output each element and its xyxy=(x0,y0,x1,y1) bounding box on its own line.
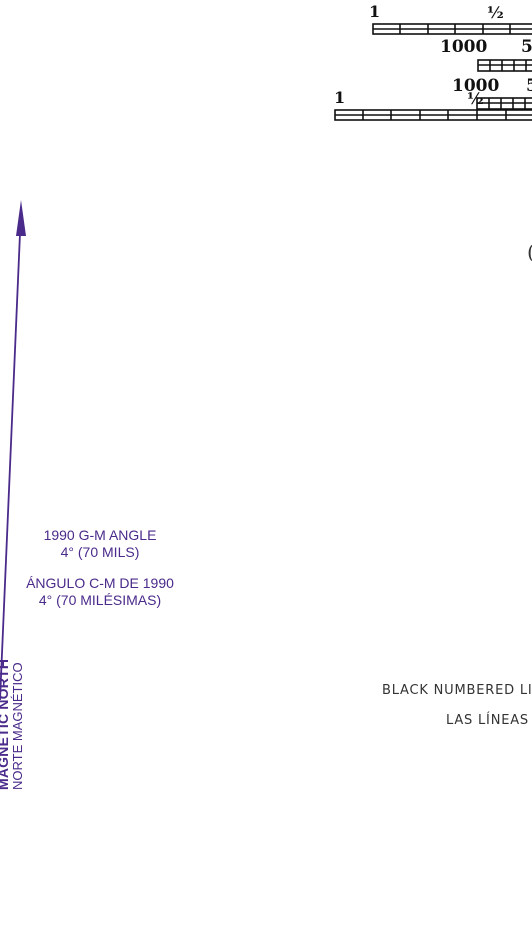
gm-angle-english: 1990 G-M ANGLE 4° (70 MILS) xyxy=(20,527,180,561)
gm-angle-english-line1: 1990 G-M ANGLE xyxy=(43,527,157,543)
gm-angle-english-line2: 4° (70 MILS) xyxy=(60,544,140,560)
gm-angle-spanish-line2: 4° (70 MILÉSIMAS) xyxy=(38,592,162,608)
magnetic-north-label: MAGNETIC NORTH NORTE MAGNÉTICO xyxy=(0,659,30,790)
cropped-glyph: ( xyxy=(527,240,532,264)
scale-row3-mid-label: 5 xyxy=(526,76,532,96)
scale-bar-3 xyxy=(476,97,532,110)
scale-row4-left-label: 1 xyxy=(334,88,346,107)
scale-row1-left-label: 1 xyxy=(369,2,381,21)
scale-bar-4 xyxy=(334,109,532,121)
magnetic-north-arrow xyxy=(0,200,26,701)
scale-bar-2 xyxy=(477,59,532,72)
scale-bar-1 xyxy=(372,23,532,35)
scale-row2-left-label: 1000 xyxy=(440,37,488,57)
scale-row2-mid-label: 5 xyxy=(521,37,532,57)
scale-row3-left-label: 1000 xyxy=(452,76,500,96)
note-line-english: BLACK NUMBERED LI xyxy=(382,683,532,698)
gm-angle-spanish: ÁNGULO C-M DE 1990 4° (70 MILÉSIMAS) xyxy=(20,575,180,609)
gm-angle-spanish-line1: ÁNGULO C-M DE 1990 xyxy=(26,575,174,591)
note-line-spanish: LAS LÍNEAS xyxy=(446,713,529,728)
magnetic-north-spanish: NORTE MAGNÉTICO xyxy=(10,662,25,790)
scale-row4-mid-label: ½ xyxy=(467,89,484,108)
scale-row1-mid-label: ½ xyxy=(487,3,504,22)
